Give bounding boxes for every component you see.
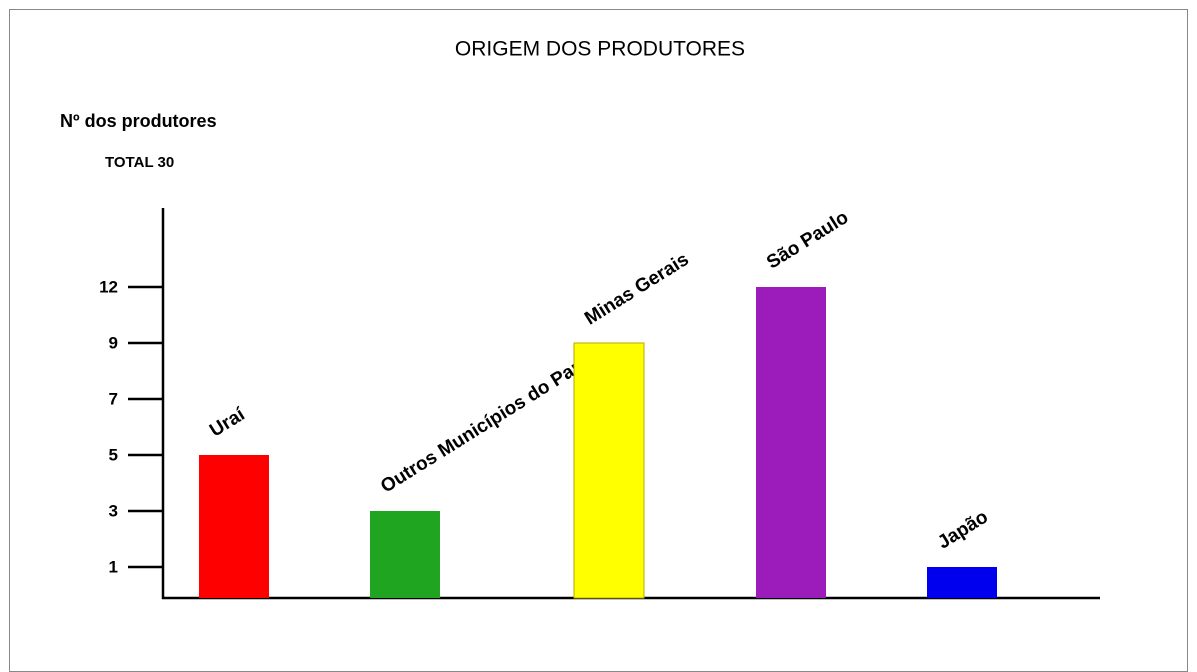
bar [756, 287, 826, 598]
chart-title: ORIGEM DOS PRODUTORES [455, 38, 745, 61]
bar [370, 511, 440, 598]
y-tick-label: 7 [109, 389, 118, 408]
y-tick-label: 9 [109, 333, 118, 352]
y-tick-label: 1 [109, 557, 118, 576]
annotation: TOTAL 30 [105, 154, 174, 171]
bar [199, 455, 269, 598]
bar [927, 567, 997, 598]
y-tick-label: 12 [99, 277, 118, 296]
y-axis-label: Nº dos produtores [60, 111, 217, 131]
bar [573, 342, 645, 599]
y-tick-label: 5 [109, 445, 118, 464]
y-tick-label: 3 [109, 501, 118, 520]
